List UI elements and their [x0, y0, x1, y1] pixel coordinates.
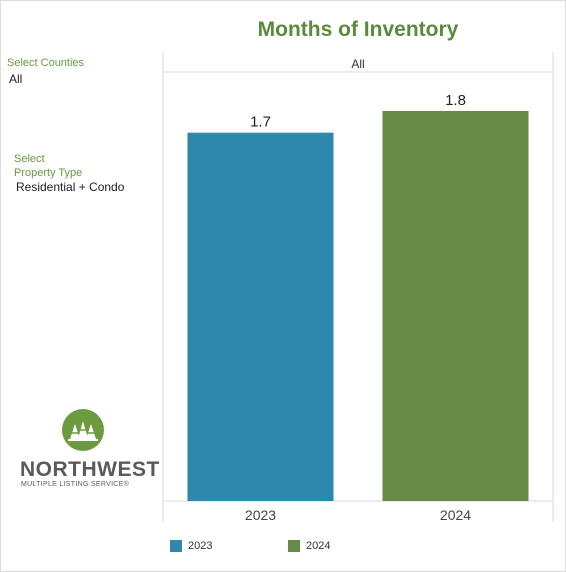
logo-subtitle: MULTIPLE LISTING SERVICE® — [21, 481, 130, 488]
data-label-2024: 1.8 — [445, 92, 466, 109]
property-type-filter-value[interactable]: Residential + Condo — [16, 180, 125, 194]
counties-filter-value[interactable]: All — [9, 72, 23, 86]
facet-label: All — [351, 57, 364, 71]
bar-2023[interactable] — [187, 132, 334, 501]
counties-filter-label: Select Counties — [7, 57, 85, 69]
legend-item-2023[interactable]: 2023 — [170, 540, 212, 552]
legend-swatch — [288, 540, 300, 552]
property-type-filter-label-line1: Select — [14, 153, 45, 165]
logo-name: NORTHWEST — [20, 458, 160, 481]
bar-2024[interactable] — [382, 111, 529, 501]
chart-title: Months of Inventory — [257, 18, 459, 41]
property-type-filter-label-line2: Property Type — [14, 167, 83, 179]
legend-label: 2023 — [188, 540, 213, 552]
x-tick-label-2024: 2024 — [440, 507, 471, 523]
logo-mark-icon — [62, 409, 104, 451]
data-label-2023: 1.7 — [250, 114, 271, 131]
legend-label: 2024 — [306, 540, 331, 552]
legend-swatch — [170, 540, 182, 552]
x-tick-label-2023: 2023 — [245, 507, 276, 523]
nwmls-logo: NORTHWEST MULTIPLE LISTING SERVICE® — [20, 408, 159, 492]
legend-item-2024[interactable]: 2024 — [288, 540, 330, 552]
